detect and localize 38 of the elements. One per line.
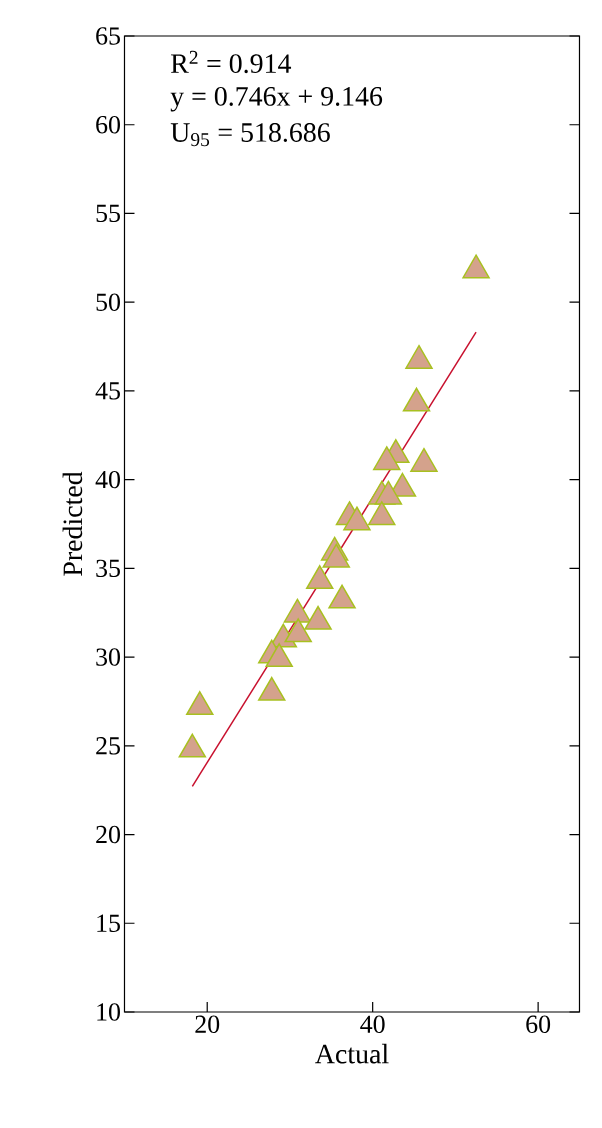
point xyxy=(322,543,350,568)
point xyxy=(402,387,431,412)
y-tick-label: 65 xyxy=(95,27,120,45)
point xyxy=(265,643,293,668)
y-tick-label: 30 xyxy=(96,648,120,666)
point xyxy=(374,480,402,505)
x-axis-title: Actual xyxy=(314,1043,389,1064)
y-tick-label: 10 xyxy=(97,1003,120,1021)
y-tick-label: 35 xyxy=(96,559,120,578)
x-tick-label: 20 xyxy=(195,1015,219,1033)
point xyxy=(405,344,433,369)
point xyxy=(328,584,356,609)
y-tick-label: 25 xyxy=(95,737,120,755)
x-tick-label: 60 xyxy=(526,1015,550,1033)
point xyxy=(178,733,206,758)
y-tick-label: 40 xyxy=(95,470,120,489)
y-axis-title: Predicted xyxy=(62,471,82,576)
point xyxy=(367,501,396,526)
point xyxy=(283,598,311,623)
point xyxy=(409,447,438,472)
annotation: R$^{2}$ = 0.914 xyxy=(170,50,291,74)
point xyxy=(257,676,286,701)
y-tick-label: 45 xyxy=(95,382,120,400)
point xyxy=(185,691,214,716)
point xyxy=(304,605,332,630)
point xyxy=(342,506,371,531)
y-tick-label: 15 xyxy=(97,914,120,932)
y-tick-label: 20 xyxy=(95,825,120,844)
annotation: U$_{95}$ = 518.686 xyxy=(170,123,330,147)
annotation: y = 0.746x + 9.146 xyxy=(170,86,382,112)
point xyxy=(462,254,490,279)
y-tick-label: 55 xyxy=(96,204,120,223)
x-tick-label: 40 xyxy=(359,1015,385,1033)
point xyxy=(305,565,334,590)
y-tick-label: 60 xyxy=(95,115,120,134)
point xyxy=(284,618,312,643)
point xyxy=(372,446,401,471)
y-tick-label: 50 xyxy=(96,293,120,311)
